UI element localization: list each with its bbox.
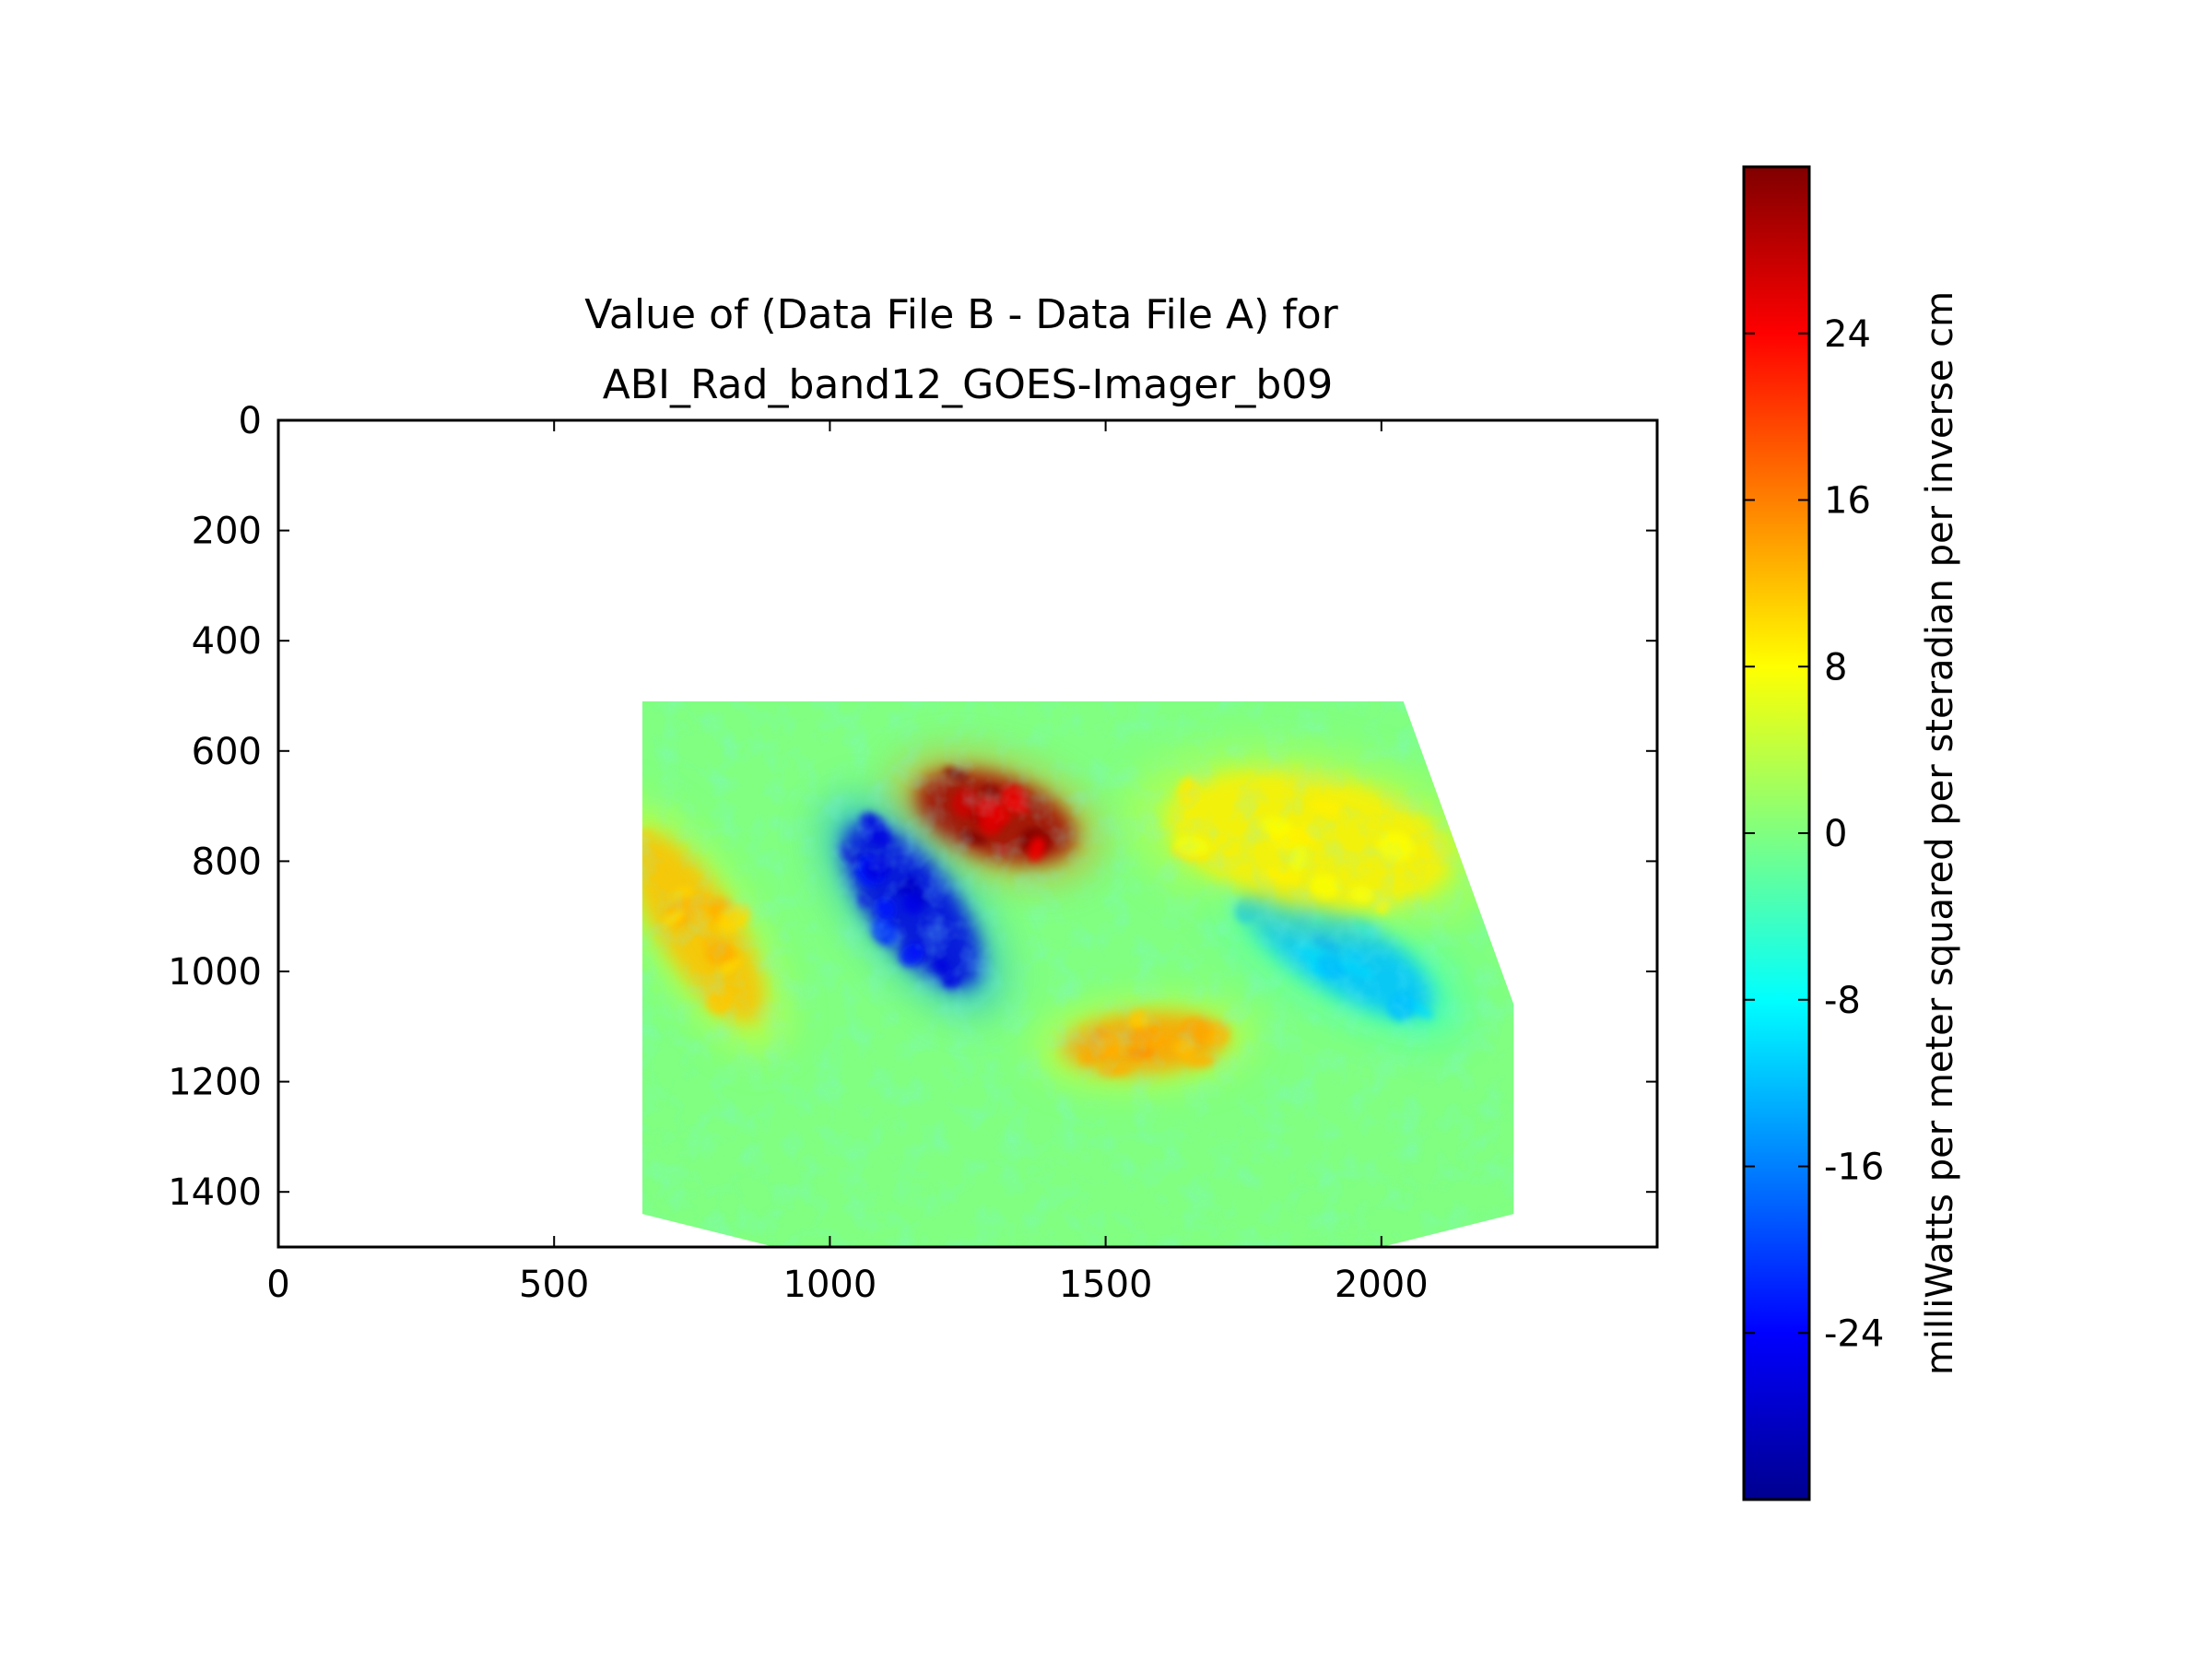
heatmap-texture xyxy=(641,701,1514,1247)
y-axis: 0 200 400 600 800 1000 1200 1400 xyxy=(168,400,1657,1214)
plot-frame xyxy=(276,418,1659,1249)
colorbar: 24 16 8 0 -8 -16 -24 milliWatts per meter squa… xyxy=(1742,165,1961,1501)
x-tick-label: 1000 xyxy=(783,1264,877,1306)
colorbar-tick-label: 24 xyxy=(1824,313,1871,356)
y-tick-label: 0 xyxy=(239,400,262,442)
y-tick-label: 400 xyxy=(192,620,262,663)
colorbar-tick-label: 8 xyxy=(1824,646,1847,688)
colorbar-label: milliWatts per meter squared per steradi… xyxy=(1919,291,1961,1375)
y-tick-label: 1200 xyxy=(168,1062,262,1104)
chart-title-line-1: Value of (Data File B - Data File A) for xyxy=(584,291,1338,338)
colorbar-tick-label: 0 xyxy=(1824,813,1847,855)
chart-title: Value of (Data File B - Data File A) for… xyxy=(584,291,1350,408)
x-tick-label: 0 xyxy=(266,1264,289,1306)
y-tick-label: 800 xyxy=(192,841,262,883)
colorbar-tick-label: -8 xyxy=(1824,980,1861,1022)
heatmap-image xyxy=(641,701,1514,1247)
y-tick-label: 1400 xyxy=(168,1171,262,1214)
y-tick-label: 600 xyxy=(192,731,262,773)
chart-title-line-2: ABI_Rad_band12_GOES-Imager_b09 xyxy=(603,361,1334,408)
y-tick-label: 1000 xyxy=(168,951,262,994)
x-axis: 0 500 1000 1500 2000 xyxy=(266,420,1429,1306)
x-tick-label: 1500 xyxy=(1059,1264,1153,1306)
colorbar-ticks: 24 16 8 0 -8 -16 -24 xyxy=(1744,313,1884,1355)
y-tick-label: 200 xyxy=(192,511,262,553)
x-tick-label: 2000 xyxy=(1335,1264,1429,1306)
x-tick-label: 500 xyxy=(519,1264,589,1306)
colorbar-tick-label: -24 xyxy=(1824,1312,1884,1355)
colorbar-tick-label: 16 xyxy=(1824,480,1871,523)
colorbar-tick-label: -16 xyxy=(1824,1147,1884,1189)
